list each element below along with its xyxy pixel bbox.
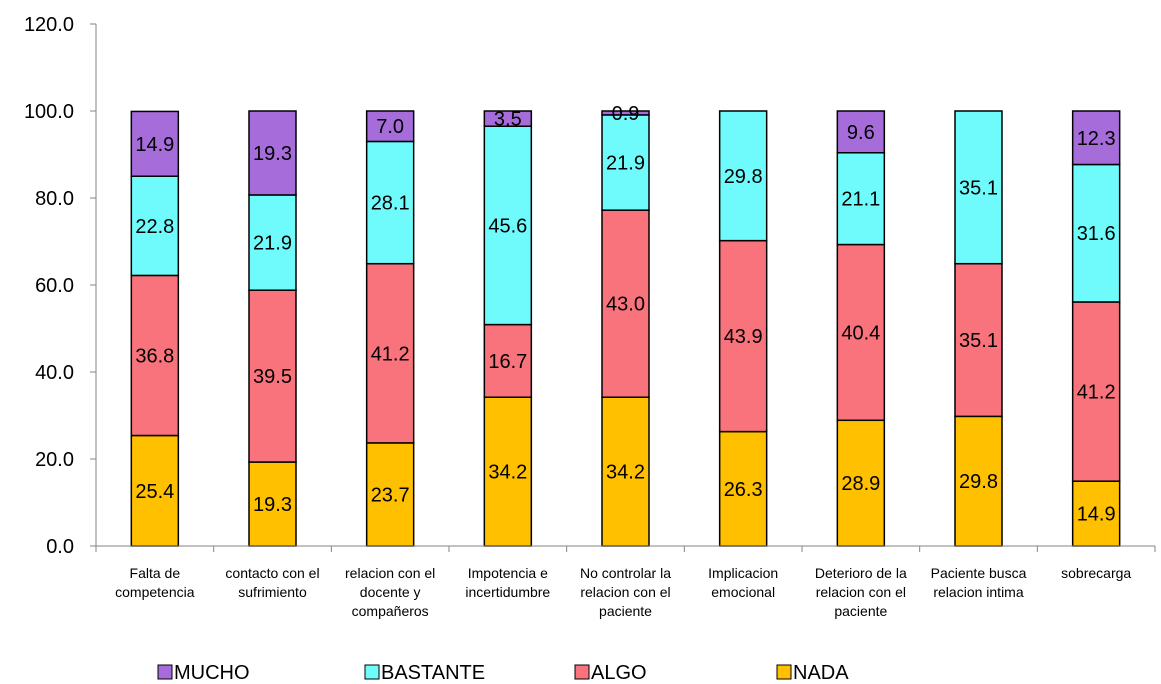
data-label: 14.9 bbox=[135, 134, 174, 156]
data-label: 41.2 bbox=[1077, 382, 1116, 404]
data-label: 40.4 bbox=[841, 322, 880, 344]
legend-swatch-algo bbox=[574, 664, 590, 680]
bar-segment-algo bbox=[836, 243, 886, 422]
bar-segment-mucho bbox=[365, 110, 415, 143]
bar-segment-mucho bbox=[601, 110, 650, 116]
bar-segment-algo bbox=[365, 262, 415, 444]
bar-segment-bastante bbox=[365, 140, 415, 265]
data-label: 35.1 bbox=[959, 177, 998, 199]
legend-label-algo: ALGO bbox=[591, 662, 647, 684]
data-label: 16.7 bbox=[488, 351, 527, 373]
data-label: 39.5 bbox=[253, 366, 292, 388]
bar-segment-nada bbox=[836, 419, 886, 547]
data-label: 29.8 bbox=[959, 471, 998, 493]
data-label: 0.9 bbox=[612, 103, 640, 125]
data-label: 9.6 bbox=[847, 122, 875, 144]
data-label: 7.0 bbox=[376, 116, 404, 138]
bar-segment-mucho bbox=[248, 110, 297, 196]
bar-segment-algo bbox=[130, 274, 180, 437]
y-tick-label: 40.0 bbox=[35, 362, 74, 384]
data-label: 21.1 bbox=[841, 189, 880, 211]
category-label: relacion con el docente y compañeros bbox=[345, 565, 435, 619]
category-label: No controlar la relacion con el paciente bbox=[580, 565, 671, 619]
bar-segment-mucho bbox=[483, 110, 533, 127]
category-label: Falta de competencia bbox=[115, 565, 195, 600]
legend: MUCHO BASTANTE ALGO NADA bbox=[157, 662, 849, 684]
data-label: 21.9 bbox=[253, 233, 292, 255]
legend-swatch-mucho bbox=[157, 664, 173, 680]
data-label: 26.3 bbox=[724, 479, 763, 501]
y-axis: 0.0 20.0 40.0 60.0 80.0 100.0 120.0 bbox=[24, 14, 97, 558]
legend-swatch-nada bbox=[776, 664, 792, 680]
bar-segment-nada bbox=[248, 461, 297, 547]
data-label: 31.6 bbox=[1077, 223, 1116, 245]
bars: 25.4 36.8 22.8 14.9 19.3 39.5 21.9 19.3 23.7 41.2… bbox=[130, 103, 1121, 547]
legend-label-nada: NADA bbox=[793, 662, 849, 684]
bar-segment-bastante bbox=[601, 114, 650, 211]
category-label: Impotencia e incertidumbre bbox=[465, 565, 550, 600]
data-label: 45.6 bbox=[488, 215, 527, 237]
data-label: 28.1 bbox=[371, 193, 410, 215]
category-label: Implicacion emocional bbox=[708, 565, 778, 600]
y-tick-label: 60.0 bbox=[35, 275, 74, 297]
data-label: 14.9 bbox=[1077, 504, 1116, 526]
data-label: 25.4 bbox=[135, 481, 174, 503]
x-axis: Falta de competencia contacto con el sufrim… bbox=[95, 545, 1156, 619]
data-label: 36.8 bbox=[135, 345, 174, 367]
legend-label-bastante: BASTANTE bbox=[381, 662, 485, 684]
bar-segment-bastante bbox=[130, 175, 180, 277]
y-tick-label: 20.0 bbox=[35, 449, 74, 471]
y-tick-label: 120.0 bbox=[24, 14, 74, 36]
data-label: 28.9 bbox=[841, 473, 880, 495]
data-label: 19.3 bbox=[253, 494, 292, 516]
category-label: sobrecarga bbox=[1061, 565, 1131, 581]
data-label: 43.0 bbox=[606, 294, 645, 316]
data-label: 29.8 bbox=[724, 166, 763, 188]
data-label: 35.1 bbox=[959, 330, 998, 352]
bar-segment-bastante bbox=[836, 152, 886, 246]
data-label: 34.2 bbox=[606, 462, 645, 484]
data-label: 21.9 bbox=[606, 153, 645, 175]
bar-segment-mucho bbox=[836, 110, 886, 154]
data-label: 19.3 bbox=[253, 143, 292, 165]
y-tick-label: 0.0 bbox=[46, 536, 74, 558]
bar-segment-algo bbox=[718, 239, 768, 433]
bar-segment-bastante bbox=[954, 110, 1003, 265]
data-label: 43.9 bbox=[724, 326, 763, 348]
data-label: 34.2 bbox=[488, 462, 527, 484]
category-label: Paciente busca relacion intima bbox=[931, 565, 1027, 600]
y-tick-label: 80.0 bbox=[35, 188, 74, 210]
category-label: contacto con el sufrimiento bbox=[225, 565, 319, 600]
bar-segment-bastante bbox=[718, 110, 768, 242]
bar-segment-mucho bbox=[130, 110, 180, 177]
bar-segment-mucho bbox=[1071, 110, 1121, 166]
bar-segment-bastante bbox=[1071, 163, 1121, 303]
data-label: 12.3 bbox=[1077, 128, 1116, 150]
y-tick-label: 100.0 bbox=[24, 101, 74, 123]
bar-segment-nada bbox=[954, 415, 1003, 547]
data-label: 3.5 bbox=[494, 109, 522, 131]
category-label: Deterioro de la relacion con el paciente bbox=[815, 565, 907, 619]
data-label: 23.7 bbox=[371, 484, 410, 506]
data-label: 41.2 bbox=[371, 343, 410, 365]
bar-segment-nada bbox=[601, 396, 650, 547]
bar-segment-nada bbox=[130, 434, 180, 547]
legend-swatch-bastante bbox=[364, 664, 380, 680]
data-label: 22.8 bbox=[135, 216, 174, 238]
legend-label-mucho: MUCHO bbox=[174, 662, 250, 684]
